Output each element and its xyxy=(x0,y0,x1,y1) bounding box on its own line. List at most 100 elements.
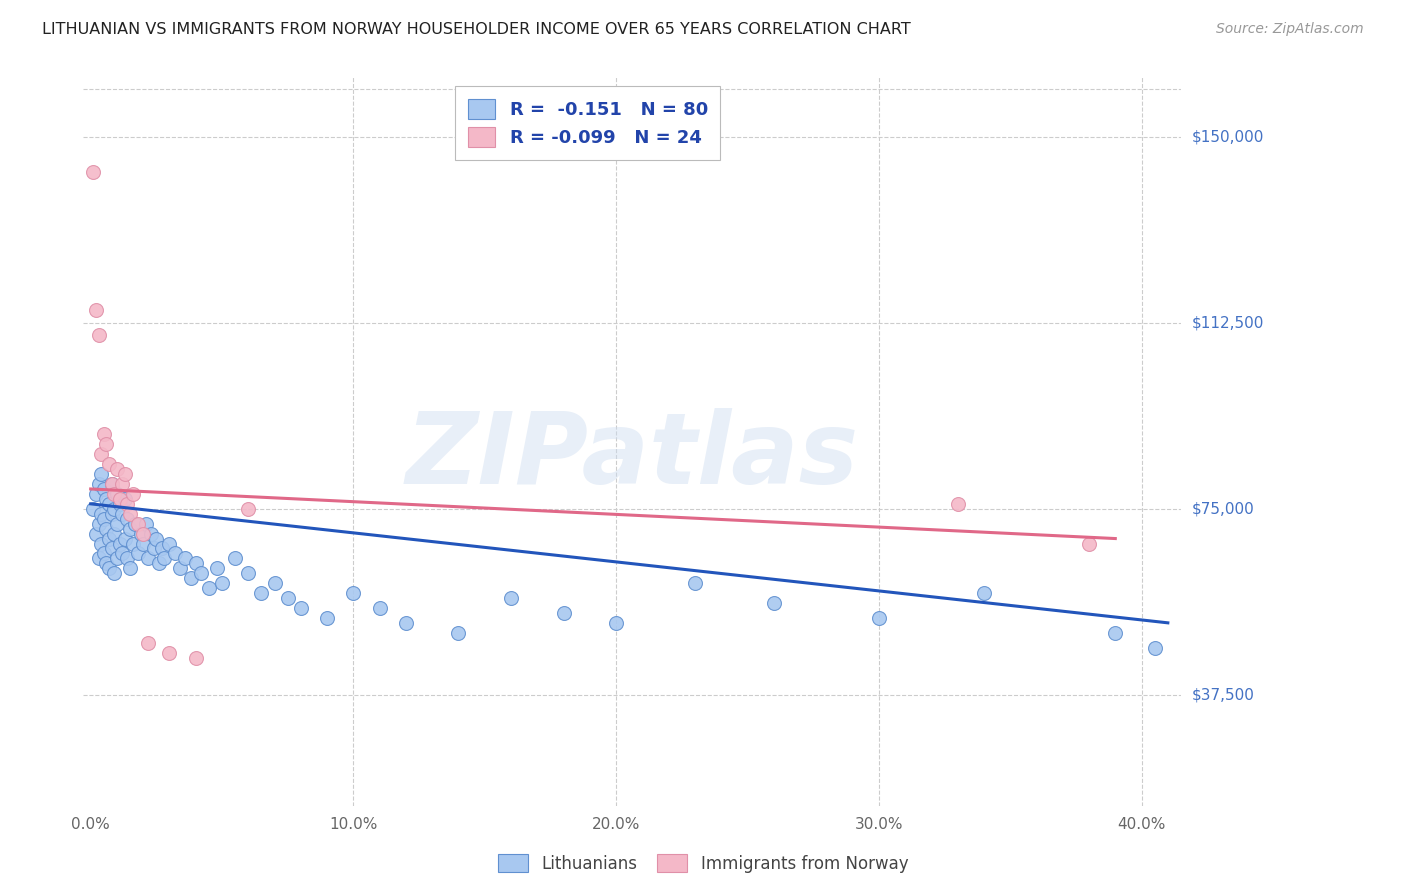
Point xyxy=(98,561,121,575)
Point xyxy=(108,536,131,550)
Point xyxy=(114,532,136,546)
Point xyxy=(96,437,118,451)
Point xyxy=(179,571,201,585)
Point xyxy=(84,303,107,318)
Point xyxy=(105,516,128,531)
Point xyxy=(135,516,157,531)
Point xyxy=(87,551,110,566)
Point xyxy=(127,516,149,531)
Point xyxy=(108,497,131,511)
Point xyxy=(117,497,139,511)
Point xyxy=(174,551,197,566)
Point xyxy=(342,586,364,600)
Point xyxy=(100,541,122,556)
Point xyxy=(132,536,155,550)
Point xyxy=(111,477,134,491)
Point xyxy=(127,546,149,560)
Point xyxy=(100,507,122,521)
Point xyxy=(96,557,118,571)
Text: $75,000: $75,000 xyxy=(1192,501,1254,516)
Point xyxy=(159,536,181,550)
Point xyxy=(98,457,121,471)
Point xyxy=(108,491,131,506)
Point xyxy=(153,551,176,566)
Point xyxy=(368,601,391,615)
Point xyxy=(1104,625,1126,640)
Point xyxy=(93,427,115,442)
Point xyxy=(868,611,890,625)
Point xyxy=(499,591,522,605)
Point xyxy=(132,526,155,541)
Point xyxy=(184,650,207,665)
Point xyxy=(447,625,470,640)
Point xyxy=(98,532,121,546)
Legend: R =  -0.151   N = 80, R = -0.099   N = 24: R = -0.151 N = 80, R = -0.099 N = 24 xyxy=(456,87,720,160)
Point xyxy=(90,467,112,481)
Point xyxy=(120,561,142,575)
Point xyxy=(263,576,285,591)
Point xyxy=(84,526,107,541)
Text: Source: ZipAtlas.com: Source: ZipAtlas.com xyxy=(1216,22,1364,37)
Point xyxy=(84,487,107,501)
Point xyxy=(150,541,173,556)
Point xyxy=(169,561,191,575)
Text: $150,000: $150,000 xyxy=(1192,129,1264,145)
Point xyxy=(105,487,128,501)
Point xyxy=(82,164,104,178)
Point xyxy=(139,526,162,541)
Point xyxy=(142,541,165,556)
Point xyxy=(184,557,207,571)
Point xyxy=(277,591,299,605)
Point xyxy=(103,501,125,516)
Point xyxy=(238,566,260,581)
Point xyxy=(87,477,110,491)
Text: ZIPatlas: ZIPatlas xyxy=(405,408,859,505)
Point xyxy=(1078,536,1101,550)
Point xyxy=(138,551,160,566)
Point xyxy=(163,546,186,560)
Point xyxy=(105,462,128,476)
Point xyxy=(973,586,995,600)
Point xyxy=(120,507,142,521)
Point xyxy=(82,501,104,516)
Point xyxy=(250,586,273,600)
Point xyxy=(120,522,142,536)
Point xyxy=(100,477,122,491)
Point xyxy=(93,512,115,526)
Point xyxy=(103,487,125,501)
Point xyxy=(290,601,312,615)
Point xyxy=(129,526,152,541)
Point xyxy=(198,581,221,595)
Legend: Lithuanians, Immigrants from Norway: Lithuanians, Immigrants from Norway xyxy=(491,847,915,880)
Point xyxy=(111,546,134,560)
Point xyxy=(90,447,112,461)
Point xyxy=(148,557,170,571)
Point xyxy=(1143,640,1166,655)
Point xyxy=(98,497,121,511)
Point xyxy=(96,522,118,536)
Point xyxy=(105,551,128,566)
Point xyxy=(762,596,785,610)
Point xyxy=(205,561,228,575)
Point xyxy=(103,526,125,541)
Point xyxy=(605,615,627,630)
Point xyxy=(145,532,167,546)
Point xyxy=(114,491,136,506)
Point xyxy=(159,646,181,660)
Point xyxy=(90,507,112,521)
Point xyxy=(93,482,115,496)
Point xyxy=(238,501,260,516)
Text: LITHUANIAN VS IMMIGRANTS FROM NORWAY HOUSEHOLDER INCOME OVER 65 YEARS CORRELATIO: LITHUANIAN VS IMMIGRANTS FROM NORWAY HOU… xyxy=(42,22,911,37)
Point xyxy=(124,516,146,531)
Point xyxy=(117,551,139,566)
Point xyxy=(111,507,134,521)
Point xyxy=(114,467,136,481)
Point xyxy=(138,635,160,649)
Point xyxy=(946,497,969,511)
Point xyxy=(103,566,125,581)
Point xyxy=(211,576,233,591)
Point xyxy=(117,512,139,526)
Point xyxy=(90,536,112,550)
Text: $37,500: $37,500 xyxy=(1192,687,1256,702)
Text: $112,500: $112,500 xyxy=(1192,316,1264,330)
